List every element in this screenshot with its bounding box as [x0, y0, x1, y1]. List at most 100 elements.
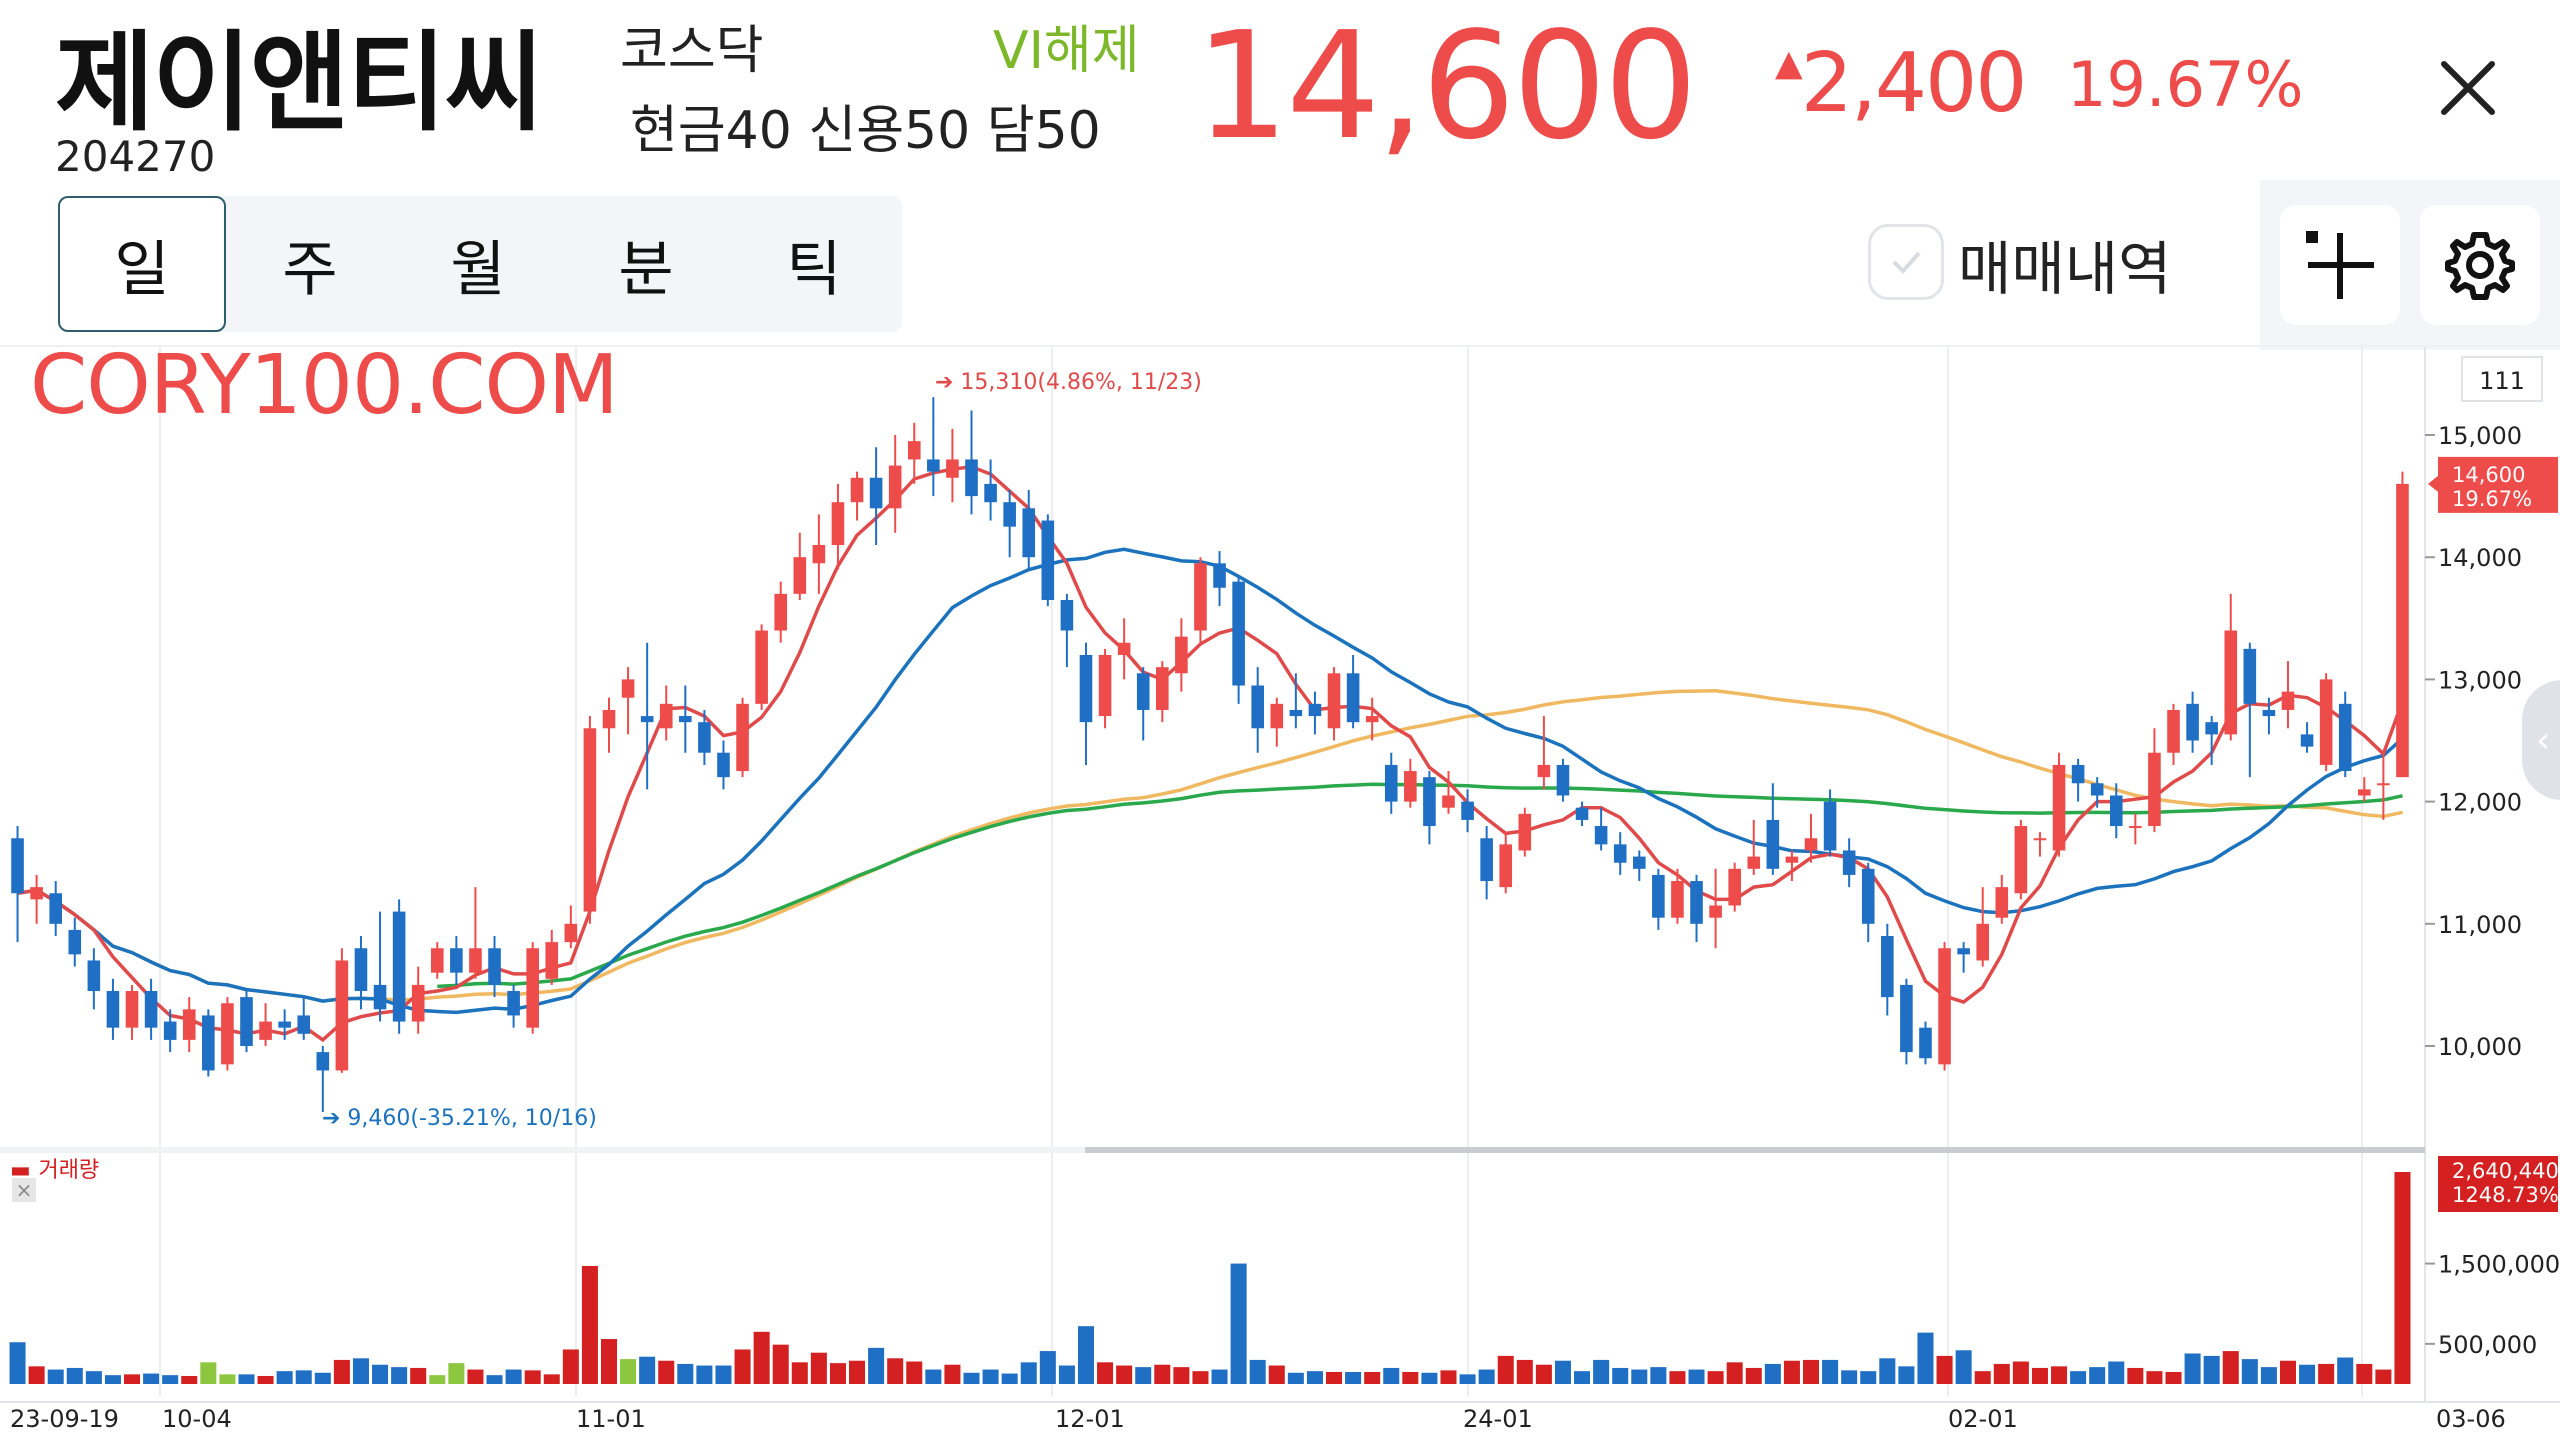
candle-body-77 [1480, 838, 1493, 882]
candle-body-31 [602, 709, 616, 729]
volume-bar-39 [753, 1331, 770, 1384]
volume-bar-59 [1135, 1367, 1152, 1384]
trade-history-label[interactable]: 매매내역 [1958, 235, 2172, 303]
volume-bar-34 [658, 1360, 675, 1384]
volume-bar-40 [772, 1344, 789, 1384]
volume-bar-90 [1726, 1362, 1743, 1384]
price-change-value: 2,400 [1800, 36, 2028, 131]
volume-bar-33 [639, 1356, 656, 1384]
volume-bar-73 [1402, 1371, 1419, 1384]
volume-bar-7 [143, 1373, 160, 1384]
candle-body-44 [850, 477, 864, 503]
volume-bar-23 [448, 1363, 465, 1384]
candle-body-21 [411, 984, 425, 1022]
volume-bar-3 [66, 1367, 83, 1384]
candlestick-chart[interactable]: 15,000 14,000 13,000 12,000 11,000 10,000 111 1… [0, 347, 2560, 1442]
volume-bar-43 [829, 1363, 846, 1384]
price-tick-label-2: 13,000 [2438, 666, 2522, 694]
volume-bar-93 [1783, 1360, 1800, 1384]
volume-bar-31 [600, 1339, 618, 1384]
candle-body-61 [1175, 636, 1188, 674]
volume-bar-6 [124, 1374, 141, 1384]
candle-body-98 [1881, 936, 1894, 998]
crosshair-button[interactable] [2280, 205, 2400, 325]
volume-bar-36 [696, 1365, 713, 1384]
tab-period-0[interactable]: 일 [58, 196, 226, 332]
candle-body-14 [278, 1021, 291, 1028]
volume-bar-100 [1917, 1332, 1934, 1384]
candle-body-94 [1804, 838, 1818, 851]
volume-bar-86 [1650, 1367, 1667, 1384]
indicator-badge: 111 [2479, 367, 2525, 395]
side-panel-handle[interactable]: ‹ [2522, 680, 2560, 800]
volume-bar-98 [1879, 1358, 1896, 1384]
volume-bar-122 [2337, 1357, 2354, 1384]
volume-bar-74 [1421, 1372, 1438, 1384]
candle-body-78 [1499, 844, 1513, 888]
candle-body-19 [373, 984, 387, 1010]
margin-info: 현금40 신용50 담50 [630, 101, 1101, 161]
settings-button[interactable] [2420, 205, 2540, 325]
candle-body-27 [526, 948, 539, 1028]
horizontal-scrollbar [1085, 1147, 2425, 1153]
tab-period-1[interactable]: 주 [282, 234, 338, 305]
ma5-line [17, 465, 2405, 1043]
candle-body-102 [1957, 948, 1970, 955]
candle-body-50 [965, 459, 978, 497]
volume-close-button[interactable]: × [12, 1178, 36, 1202]
candle-body-84 [1613, 844, 1627, 863]
x-axis-label-3: 12-01 [1055, 1405, 1125, 1433]
tab-period-3[interactable]: 분 [618, 234, 674, 305]
candle-body-104 [1995, 887, 2009, 918]
candle-body-75 [1442, 795, 1455, 808]
volume-bar-50 [963, 1372, 980, 1384]
tab-period-4[interactable]: 틱 [786, 234, 842, 305]
watermark: CORY100.COM [30, 338, 619, 433]
volume-bar-124 [2375, 1369, 2392, 1384]
candle-body-0 [11, 838, 24, 894]
chevron-left-icon: ‹ [2536, 719, 2551, 761]
candle-body-71 [1365, 716, 1379, 723]
candle-body-16 [316, 1052, 330, 1071]
candle-body-96 [1842, 850, 1856, 875]
volume-bar-106 [2031, 1367, 2048, 1384]
candle-body-10 [202, 1015, 215, 1071]
candle-body-59 [1136, 673, 1150, 710]
volume-bar-89 [1707, 1371, 1724, 1384]
volume-bar-94 [1802, 1359, 1820, 1384]
candle-body-69 [1327, 673, 1341, 729]
price-tick-label-5: 10,000 [2438, 1033, 2522, 1061]
volume-bar-69 [1326, 1371, 1343, 1384]
candle-body-46 [888, 465, 902, 509]
candle-body-100 [1919, 1027, 1932, 1059]
candle-body-72 [1384, 764, 1398, 802]
volume-bar-87 [1669, 1371, 1686, 1384]
price-change: ▲2,400 [1775, 36, 2028, 131]
volume-bar-85 [1631, 1369, 1648, 1384]
trade-history-checkbox[interactable] [1868, 224, 1944, 300]
candle-body-4 [87, 960, 101, 992]
vi-status: VI해제 [993, 21, 1140, 81]
tab-period-2[interactable]: 월 [450, 234, 506, 305]
candle-body-92 [1766, 819, 1780, 869]
candle-body-88 [1690, 881, 1703, 924]
candle-body-30 [583, 728, 597, 912]
candle-body-123 [2358, 789, 2371, 796]
candle-body-55 [1060, 599, 1074, 631]
candle-body-83 [1594, 826, 1608, 845]
volume-bar-38 [734, 1349, 751, 1384]
gear-icon [2445, 232, 2515, 300]
current-price-pointer [2428, 475, 2438, 492]
volume-bar-71 [1364, 1371, 1381, 1384]
candle-body-45 [869, 477, 883, 509]
legend-dash-icon: ▬ [10, 1158, 39, 1183]
close-button[interactable] [2420, 40, 2515, 135]
x-axis-label-4: 24-01 [1463, 1405, 1533, 1433]
volume-bar-105 [2012, 1361, 2029, 1384]
volume-bar-32 [620, 1359, 637, 1384]
candle-body-112 [2148, 752, 2161, 827]
volume-bar-104 [1993, 1363, 2010, 1384]
candle-body-23 [450, 948, 463, 973]
current-price-pct-tag: 19.67% [2452, 487, 2532, 511]
